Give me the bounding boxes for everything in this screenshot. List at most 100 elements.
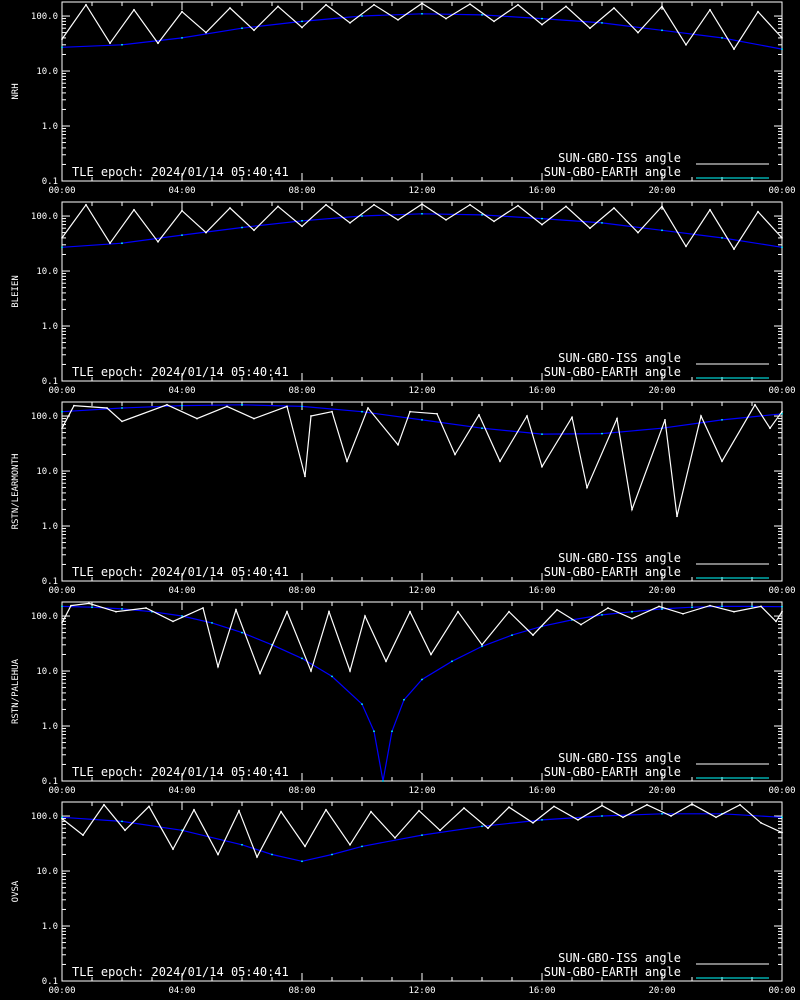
earth-angle-point: [601, 815, 603, 817]
y-axis-label: RSTN/LEARMONTH: [11, 454, 21, 530]
iss-angle-point: [103, 803, 105, 806]
earth-angle-point: [121, 242, 123, 245]
iss-angle-point: [124, 829, 126, 832]
y-tick-label: 1.0: [42, 322, 58, 332]
earth-angle-point: [421, 678, 423, 681]
earth-angle-point: [781, 246, 783, 249]
earth-angle-point: [511, 634, 513, 636]
iss-angle-point: [364, 615, 366, 617]
earth-angle-point: [361, 845, 363, 848]
x-tick-label: 16:00: [528, 986, 555, 996]
y-tick-label: 0.1: [42, 177, 58, 187]
iss-angle-point: [622, 816, 624, 819]
y-tick-label: 100.0: [31, 612, 58, 622]
earth-angle-point: [181, 615, 183, 617]
legend-label: SUN-GBO-EARTH angle: [544, 965, 681, 979]
iss-angle-point: [607, 607, 609, 609]
iss-angle-point: [565, 5, 567, 8]
legend-label: SUN-GBO-ISS angle: [558, 951, 681, 965]
iss-angle-point: [769, 427, 771, 430]
earth-angle-point: [301, 219, 303, 222]
iss-angle-point: [331, 410, 333, 413]
earth-angle-point: [331, 675, 333, 678]
iss-angle-point: [253, 29, 255, 32]
y-tick-label: 1.0: [42, 522, 58, 532]
iss-angle-point: [586, 486, 588, 489]
y-tick-label: 10.0: [36, 67, 58, 77]
iss-angle-point: [715, 816, 717, 819]
x-tick-label: 16:00: [528, 186, 555, 196]
iss-angle-point: [253, 417, 255, 420]
iss-angle-point: [481, 643, 483, 646]
iss-angle-point: [385, 660, 387, 663]
iss-angle-point: [301, 26, 303, 29]
iss-angle-point: [286, 610, 288, 613]
earth-angle-point: [61, 410, 63, 413]
iss-angle-point: [676, 515, 678, 518]
legend-label: SUN-GBO-EARTH angle: [544, 765, 681, 779]
iss-angle-point: [397, 19, 399, 21]
iss-angle-point: [229, 7, 231, 9]
iss-angle-point: [349, 22, 351, 24]
earth-angle-point: [691, 606, 693, 609]
earth-angle-point: [391, 730, 393, 733]
iss-angle-point: [616, 417, 618, 420]
iss-angle-point: [631, 617, 633, 620]
x-tick-label: 08:00: [288, 186, 315, 196]
x-tick-label: 08:00: [288, 786, 315, 796]
iss-angle-point: [157, 240, 159, 243]
iss-angle-point: [526, 415, 528, 417]
iss-angle-point: [349, 222, 351, 224]
x-tick-label: 04:00: [168, 586, 195, 596]
earth-angle-point: [121, 820, 123, 823]
legend-label: SUN-GBO-ISS angle: [558, 551, 681, 565]
earth-angle-point: [61, 605, 63, 608]
y-tick-label: 100.0: [31, 412, 58, 422]
iss-angle-point: [781, 237, 783, 239]
y-tick-label: 0.1: [42, 577, 58, 587]
iss-angle-point: [328, 610, 330, 613]
iss-angle-point: [589, 27, 591, 30]
earth-angle-point: [181, 404, 183, 407]
iss-angle-point: [532, 822, 534, 824]
earth-angle-point: [373, 730, 375, 733]
y-tick-label: 10.0: [36, 667, 58, 677]
iss-angle-point: [286, 405, 288, 408]
earth-angle-point: [421, 12, 423, 15]
earth-angle-point: [121, 407, 123, 409]
iss-angle-point: [637, 231, 639, 234]
iss-angle-point: [238, 809, 240, 812]
earth-angle-point: [781, 412, 783, 415]
earth-angle-point: [301, 20, 303, 23]
x-tick-label: 20:00: [648, 586, 675, 596]
earth-angle-point: [541, 217, 543, 220]
iss-angle-point: [133, 208, 135, 211]
earth-angle-line: [61, 813, 783, 862]
earth-angle-line: [61, 213, 783, 248]
iss-angle-point: [349, 843, 351, 846]
earth-angle-point: [601, 22, 603, 24]
iss-angle-point: [631, 508, 633, 511]
x-tick-label: 20:00: [648, 186, 675, 196]
earth-angle-point: [91, 606, 93, 609]
earth-angle-point: [661, 812, 663, 815]
iss-angle-point: [781, 831, 783, 834]
iss-angle-point: [217, 853, 219, 856]
x-tick-label: 00:00: [768, 786, 795, 796]
x-tick-label: 12:00: [408, 386, 435, 396]
panel-5: 0.1 1.0 10.0 100.0 00:00 04:00 08:00 12:00 16:00…: [11, 801, 796, 996]
iss-angle-point: [310, 415, 312, 417]
earth-angle-point: [661, 29, 663, 32]
y-axis-label: OVSA: [11, 880, 21, 902]
iss-angle-point: [493, 20, 495, 23]
iss-angle-point: [421, 2, 423, 5]
y-tick-label: 100.0: [31, 812, 58, 822]
x-tick-label: 00:00: [768, 586, 795, 596]
x-tick-label: 04:00: [168, 986, 195, 996]
iss-angle-point: [661, 5, 663, 8]
iss-angle-point: [217, 665, 219, 668]
earth-angle-point: [361, 215, 363, 217]
iss-angle-line: [61, 403, 783, 517]
iss-angle-point: [439, 829, 441, 832]
x-tick-label: 20:00: [648, 386, 675, 396]
